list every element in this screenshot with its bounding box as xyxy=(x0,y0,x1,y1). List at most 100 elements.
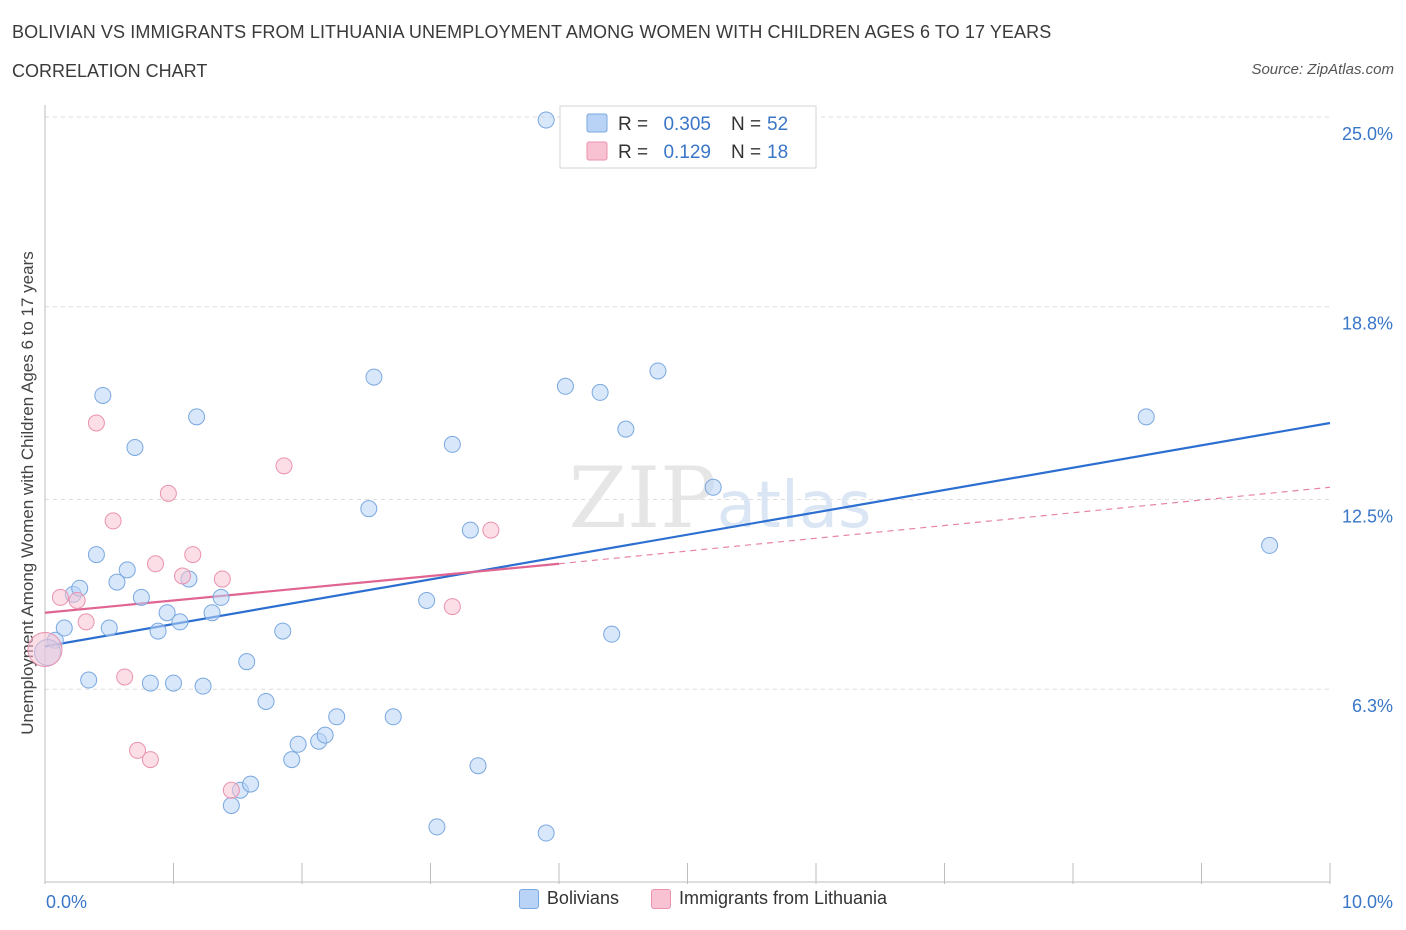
point-bolivians-50 xyxy=(1261,536,1279,554)
point-bolivians-48 xyxy=(704,478,722,496)
legend-n-value-0: 52 xyxy=(767,114,788,135)
point-lithuania-12 xyxy=(213,570,231,588)
point-bolivians-47 xyxy=(649,362,667,380)
legend-n-label-0: N = xyxy=(731,114,761,135)
legend-n-value-1: 18 xyxy=(767,142,788,163)
point-bolivians-6 xyxy=(87,546,105,564)
point-lithuania-15 xyxy=(482,521,500,539)
point-bolivians-0 xyxy=(537,111,555,129)
trend-lithuania-extended xyxy=(558,486,1331,565)
legend-label-bolivians: Bolivians xyxy=(546,888,619,908)
data-points xyxy=(27,111,1279,842)
tick-labels: 6.3% 12.5% 18.8% 25.0% 0.0% 10.0% xyxy=(46,124,1393,912)
point-lithuania-0 xyxy=(51,588,69,606)
point-bolivians-17 xyxy=(171,613,189,631)
point-bolivians-33 xyxy=(328,708,346,726)
legend-r-value-1: 0.129 xyxy=(663,142,711,163)
point-bolivians-49 xyxy=(1137,408,1155,426)
trend-lithuania xyxy=(44,562,560,614)
point-bolivians-38 xyxy=(428,818,446,836)
legend-item-bolivians[interactable]: Bolivians xyxy=(518,888,619,909)
point-bolivians-35 xyxy=(365,368,383,386)
point-bolivians-43 xyxy=(556,377,574,395)
point-lithuania-9 xyxy=(159,484,177,502)
legend-label-lithuania: Immigrants from Lithuania xyxy=(678,888,888,908)
legend-r-value-0: 0.305 xyxy=(663,114,711,135)
chart-subtitle: CORRELATION CHART xyxy=(12,61,208,81)
point-lithuania-5 xyxy=(116,668,134,686)
point-bolivians-22 xyxy=(212,588,230,606)
point-bolivians-12 xyxy=(132,588,150,606)
point-lithuania-8 xyxy=(147,555,165,573)
y-tick-label-3: 25.0% xyxy=(1342,124,1393,144)
point-lithuania-4 xyxy=(104,512,122,530)
point-bolivians-14 xyxy=(149,622,167,640)
point-lithuania-13 xyxy=(222,781,240,799)
x-tick-label-0: 0.0% xyxy=(46,892,87,912)
axes xyxy=(44,105,1331,884)
point-bolivians-5 xyxy=(80,671,98,689)
point-lithuania-10 xyxy=(173,567,191,585)
point-bolivians-15 xyxy=(158,604,176,622)
y-tick-label-2: 18.8% xyxy=(1342,314,1393,334)
legend-swatch-lithuania xyxy=(650,888,671,909)
y-tick-label-1: 12.5% xyxy=(1342,507,1393,527)
point-bolivians-16 xyxy=(165,674,182,692)
point-bolivians-21 xyxy=(203,604,221,622)
point-bolivians-7 xyxy=(94,386,112,404)
watermark: ZIPatlas xyxy=(569,449,872,547)
point-lithuania-2 xyxy=(77,613,95,631)
point-bolivians-9 xyxy=(108,573,126,591)
legend-r-label-0: R = xyxy=(618,114,648,135)
chart-source: Source: ZipAtlas.com xyxy=(1251,61,1394,78)
point-bolivians-28 xyxy=(274,622,292,640)
point-bolivians-27 xyxy=(257,692,275,710)
point-bolivians-26 xyxy=(242,775,260,793)
trend-bolivians xyxy=(44,421,1331,648)
y-tick-label-0: 6.3% xyxy=(1352,696,1393,716)
legend-swatch-1 xyxy=(586,141,608,161)
point-lithuania-17 xyxy=(27,631,63,667)
legend-r-label-1: R = xyxy=(618,142,648,163)
point-bolivians-36 xyxy=(384,708,402,726)
point-bolivians-34 xyxy=(360,500,378,518)
point-lithuania-3 xyxy=(87,414,105,432)
legend-swatch-0 xyxy=(586,113,608,133)
point-bolivians-44 xyxy=(591,383,609,401)
bottom-legend: Bolivians Immigrants from Lithuania xyxy=(0,888,1406,909)
x-tick-label-1: 10.0% xyxy=(1342,892,1393,912)
point-bolivians-37 xyxy=(418,591,436,609)
point-bolivians-40 xyxy=(461,521,479,539)
point-bolivians-19 xyxy=(188,408,206,426)
stats-legend: R = 0.305 N = 52 R = 0.129 N = 18 xyxy=(559,105,817,169)
point-bolivians-20 xyxy=(194,677,212,695)
point-lithuania-14 xyxy=(275,457,293,475)
gridlines xyxy=(45,116,1330,690)
point-bolivians-2 xyxy=(55,619,73,637)
point-bolivians-29 xyxy=(283,751,301,769)
point-bolivians-23 xyxy=(222,797,240,814)
point-lithuania-6 xyxy=(129,741,147,759)
point-lithuania-16 xyxy=(443,598,461,616)
point-lithuania-1 xyxy=(68,591,86,609)
point-bolivians-8 xyxy=(100,619,118,637)
point-bolivians-42 xyxy=(537,824,555,842)
point-bolivians-46 xyxy=(617,420,635,438)
legend-swatch-bolivians xyxy=(518,888,539,909)
chart-title: BOLIVIAN VS IMMIGRANTS FROM LITHUANIA UN… xyxy=(12,22,1052,42)
point-bolivians-41 xyxy=(469,757,487,775)
watermark-zip: ZIP xyxy=(569,449,717,547)
point-lithuania-7 xyxy=(141,751,159,769)
point-lithuania-11 xyxy=(184,546,202,564)
point-bolivians-10 xyxy=(118,561,136,579)
point-bolivians-11 xyxy=(126,438,144,456)
trend-lines xyxy=(44,421,1331,648)
point-bolivians-30 xyxy=(289,735,307,753)
legend-n-label-1: N = xyxy=(731,142,761,163)
point-bolivians-32 xyxy=(316,726,334,744)
point-bolivians-13 xyxy=(141,674,159,692)
point-bolivians-39 xyxy=(443,435,461,453)
legend-item-lithuania[interactable]: Immigrants from Lithuania xyxy=(650,888,888,909)
watermark-atlas: atlas xyxy=(717,469,872,543)
